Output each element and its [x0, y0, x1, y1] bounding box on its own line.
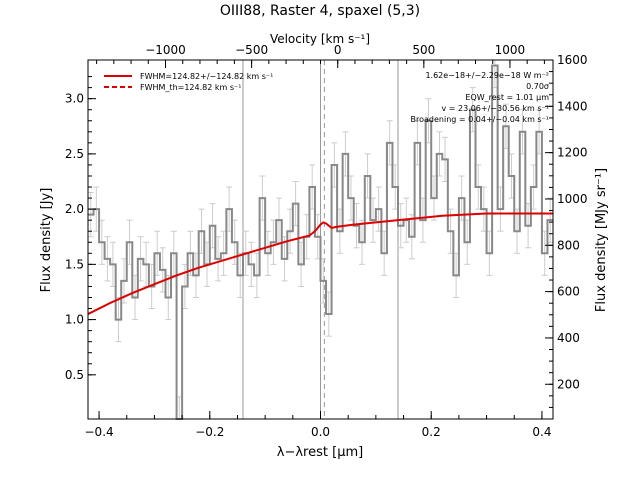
right-tick-label: 1400 — [557, 99, 588, 113]
spectrum — [88, 64, 553, 420]
legend-label: FWHM=124.82+/−124.82 km s⁻¹ — [140, 72, 273, 81]
x-axis-label: λ−λrest [µm] — [277, 445, 363, 460]
right-tick-label: 800 — [557, 238, 580, 252]
model-fits — [87, 212, 553, 315]
x-tick-label: 0.4 — [532, 425, 551, 439]
chart-title: OIII88, Raster 4, spaxel (5,3) — [220, 3, 420, 19]
top-tick-label: −500 — [235, 43, 268, 57]
x-tick-label: −0.4 — [85, 425, 114, 439]
y-axis-label: Flux density [Jy] — [39, 188, 54, 293]
top-tick-label: 0 — [334, 43, 342, 57]
y-tick-label: 1.5 — [65, 257, 84, 271]
annotation-text: 0.70σ — [526, 82, 549, 91]
right-tick-label: 1200 — [557, 146, 588, 160]
annotation-text: Broadening = 0.04+/−0.04 km s⁻¹ — [411, 115, 549, 124]
right-tick-label: 1600 — [557, 53, 588, 67]
right-tick-label: 600 — [557, 285, 580, 299]
legend: FWHM=124.82+/−124.82 km s⁻¹ FWHM_th=124.8… — [104, 72, 273, 92]
annotation-text: v = 23.06+/−30.56 km s⁻¹ — [441, 104, 549, 113]
fit-annotations: 1.62e−18+/−2.29e−18 W m⁻² 0.70σ EQW_rest =… — [411, 71, 550, 124]
x-tick-label: −0.2 — [195, 425, 224, 439]
axes: −0.4 −0.2 0.0 0.2 0.4 0.5 1.0 1.5 2.0 2.5 3.0 −1000… — [65, 43, 588, 439]
series-line — [87, 212, 553, 315]
right-tick-label: 400 — [557, 331, 580, 345]
right-tick-label: 1000 — [557, 192, 588, 206]
y-tick-label: 3.0 — [65, 92, 84, 106]
y-tick-label: 2.5 — [65, 147, 84, 161]
top-tick-label: 1000 — [495, 43, 526, 57]
x-tick-label: 0.2 — [422, 425, 441, 439]
spectrum-line — [88, 64, 553, 420]
top-tick-label: −1000 — [145, 43, 186, 57]
y-tick-label: 1.0 — [65, 313, 84, 327]
top-tick-label: 500 — [412, 43, 435, 57]
y-tick-label: 2.0 — [65, 202, 84, 216]
y-tick-label: 0.5 — [65, 368, 84, 382]
right-axis-label: Flux density [MJy sr⁻¹] — [594, 168, 609, 312]
right-tick-label: 200 — [557, 377, 580, 391]
top-axis-label: Velocity [km s⁻¹] — [270, 32, 370, 46]
x-tick-label: 0.0 — [311, 425, 330, 439]
annotation-text: EQW_rest = 1.01 µm — [465, 93, 549, 102]
legend-label: FWHM_th=124.82 km s⁻¹ — [140, 83, 241, 92]
annotation-text: 1.62e−18+/−2.29e−18 W m⁻² — [425, 71, 549, 80]
